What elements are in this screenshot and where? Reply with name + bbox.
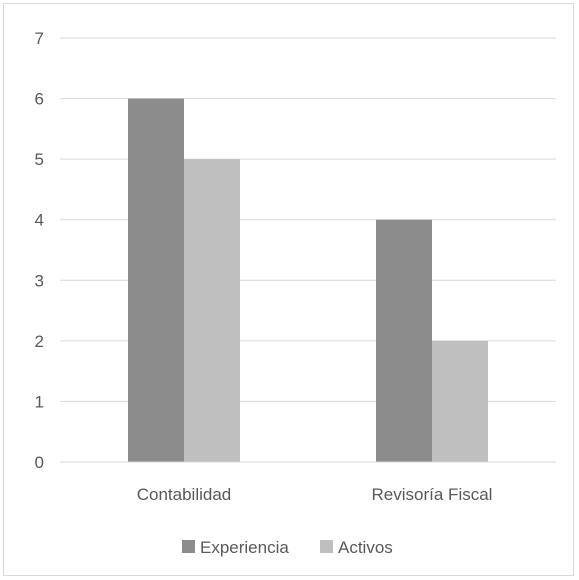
legend: Experiencia Activos [182,538,393,557]
y-tick-label: 5 [35,150,44,169]
legend-swatch-activos [320,540,333,553]
bar-experiencia [376,219,432,462]
y-tick-label: 1 [35,392,44,411]
y-tick-label: 3 [35,271,44,290]
y-tick-label: 2 [35,332,44,351]
x-category-label: Contabilidad [137,485,232,504]
y-tick-label: 4 [35,211,44,230]
x-category-label: Revisoría Fiscal [372,485,493,504]
legend-label-experiencia: Experiencia [200,538,289,557]
y-tick-label: 7 [35,29,44,48]
bars [128,98,488,463]
bar-activos [184,159,240,462]
bar-activos [432,340,488,462]
y-axis-ticks: 0 1 2 3 4 5 6 7 [35,29,44,472]
y-tick-label: 0 [35,453,44,472]
legend-swatch-experiencia [182,540,195,553]
bar-experiencia [128,98,184,463]
x-axis-categories: Contabilidad Revisoría Fiscal [137,485,493,504]
legend-label-activos: Activos [338,538,393,557]
y-tick-label: 6 [35,90,44,109]
